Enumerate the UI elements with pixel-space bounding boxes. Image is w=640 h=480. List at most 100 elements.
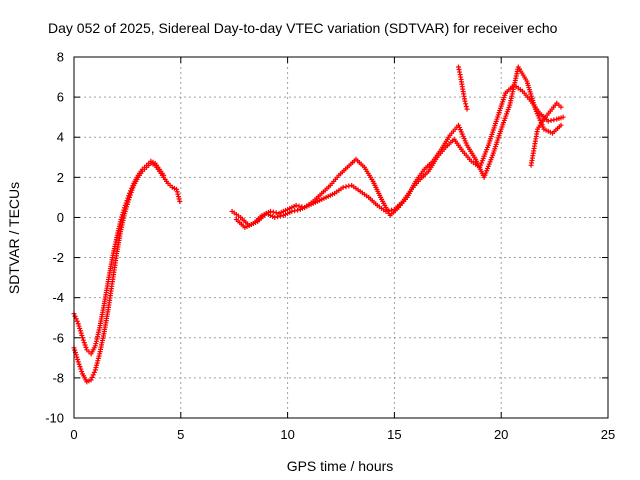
data-point [273, 210, 279, 216]
data-point [545, 118, 551, 124]
x-tick-label: 10 [280, 427, 294, 442]
data-point [161, 172, 167, 178]
data-point [128, 188, 134, 194]
data-point [127, 190, 133, 196]
x-tick-label: 20 [494, 427, 508, 442]
data-point [89, 374, 95, 380]
y-tick-label: -6 [52, 330, 64, 345]
data-point [175, 191, 181, 197]
data-point [121, 207, 127, 213]
data-point [275, 214, 281, 220]
data-point [126, 193, 132, 199]
x-tick-label: 0 [70, 427, 77, 442]
data-point [82, 342, 88, 348]
series-1 [71, 160, 183, 385]
data-point [119, 212, 125, 218]
data-point [124, 198, 130, 204]
y-tick-label: 4 [57, 130, 64, 145]
data-marks [71, 64, 566, 385]
data-point [130, 183, 136, 189]
data-point [176, 196, 182, 202]
data-point [79, 332, 85, 338]
data-point [94, 360, 100, 366]
data-point [129, 185, 135, 191]
data-point [74, 318, 80, 324]
data-point [340, 184, 346, 190]
data-point [77, 328, 83, 334]
data-point [177, 198, 183, 204]
data-point [560, 114, 566, 120]
series-5 [455, 64, 564, 168]
axis-ticks: 0 5 10 15 20 25 -10 -8 -6 -4 -2 0 2 4 6 8 [45, 50, 615, 443]
series-2 [71, 158, 167, 357]
data-point [76, 323, 82, 329]
data-point [175, 194, 181, 200]
data-point [346, 183, 352, 189]
y-tick-label: -4 [52, 290, 64, 305]
data-point [75, 357, 81, 363]
y-tick-label: -10 [45, 411, 64, 426]
data-point [72, 347, 78, 353]
data-point [77, 364, 83, 370]
y-axis-label: SDTVAR / TECUs [6, 182, 22, 294]
data-point [558, 122, 564, 128]
data-point [272, 214, 278, 220]
data-point [122, 205, 128, 211]
data-point [343, 184, 349, 190]
data-point [77, 325, 83, 331]
data-point [125, 195, 131, 201]
y-tick-label: -8 [52, 370, 64, 385]
series-3 [229, 82, 566, 228]
data-point [78, 330, 84, 336]
data-point [83, 344, 89, 350]
data-point [118, 216, 124, 222]
data-point [464, 106, 470, 112]
y-tick-label: -2 [52, 250, 64, 265]
plot-frame [73, 56, 609, 419]
data-point [463, 103, 469, 109]
data-point [293, 202, 299, 208]
data-point [277, 213, 283, 219]
y-tick-label: 0 [57, 210, 64, 225]
data-point [95, 355, 101, 361]
x-axis-label: GPS time / hours [287, 458, 394, 474]
data-point [88, 377, 94, 383]
data-point [174, 189, 180, 195]
data-point [548, 118, 554, 124]
data-point [551, 117, 557, 123]
data-point [95, 358, 101, 364]
data-point [92, 367, 98, 373]
y-tick-label: 6 [57, 90, 64, 105]
data-point [90, 372, 96, 378]
data-point [462, 98, 468, 104]
data-point [295, 207, 301, 213]
data-point [299, 204, 305, 210]
data-point [75, 359, 81, 365]
data-point [81, 340, 87, 346]
y-tick-label: 2 [57, 170, 64, 185]
data-point [80, 335, 86, 341]
data-point [292, 208, 298, 214]
data-point [94, 362, 100, 368]
x-tick-label: 15 [387, 427, 401, 442]
data-point [80, 337, 86, 343]
data-point [75, 321, 81, 327]
data-point [96, 353, 102, 359]
data-point [91, 369, 97, 375]
data-point [78, 366, 84, 372]
y-tick-label: 8 [57, 50, 64, 65]
grid [74, 57, 608, 418]
data-point [268, 208, 274, 214]
data-point [174, 186, 180, 192]
data-point [270, 209, 276, 215]
data-point [74, 354, 80, 360]
data-point [120, 209, 126, 215]
data-point [558, 104, 564, 110]
data-point [123, 200, 129, 206]
chart-title: Day 052 of 2025, Sidereal Day-to-day VTE… [48, 20, 558, 36]
data-point [93, 365, 99, 371]
data-point [296, 203, 302, 209]
data-point [76, 361, 82, 367]
data-point [463, 101, 469, 107]
